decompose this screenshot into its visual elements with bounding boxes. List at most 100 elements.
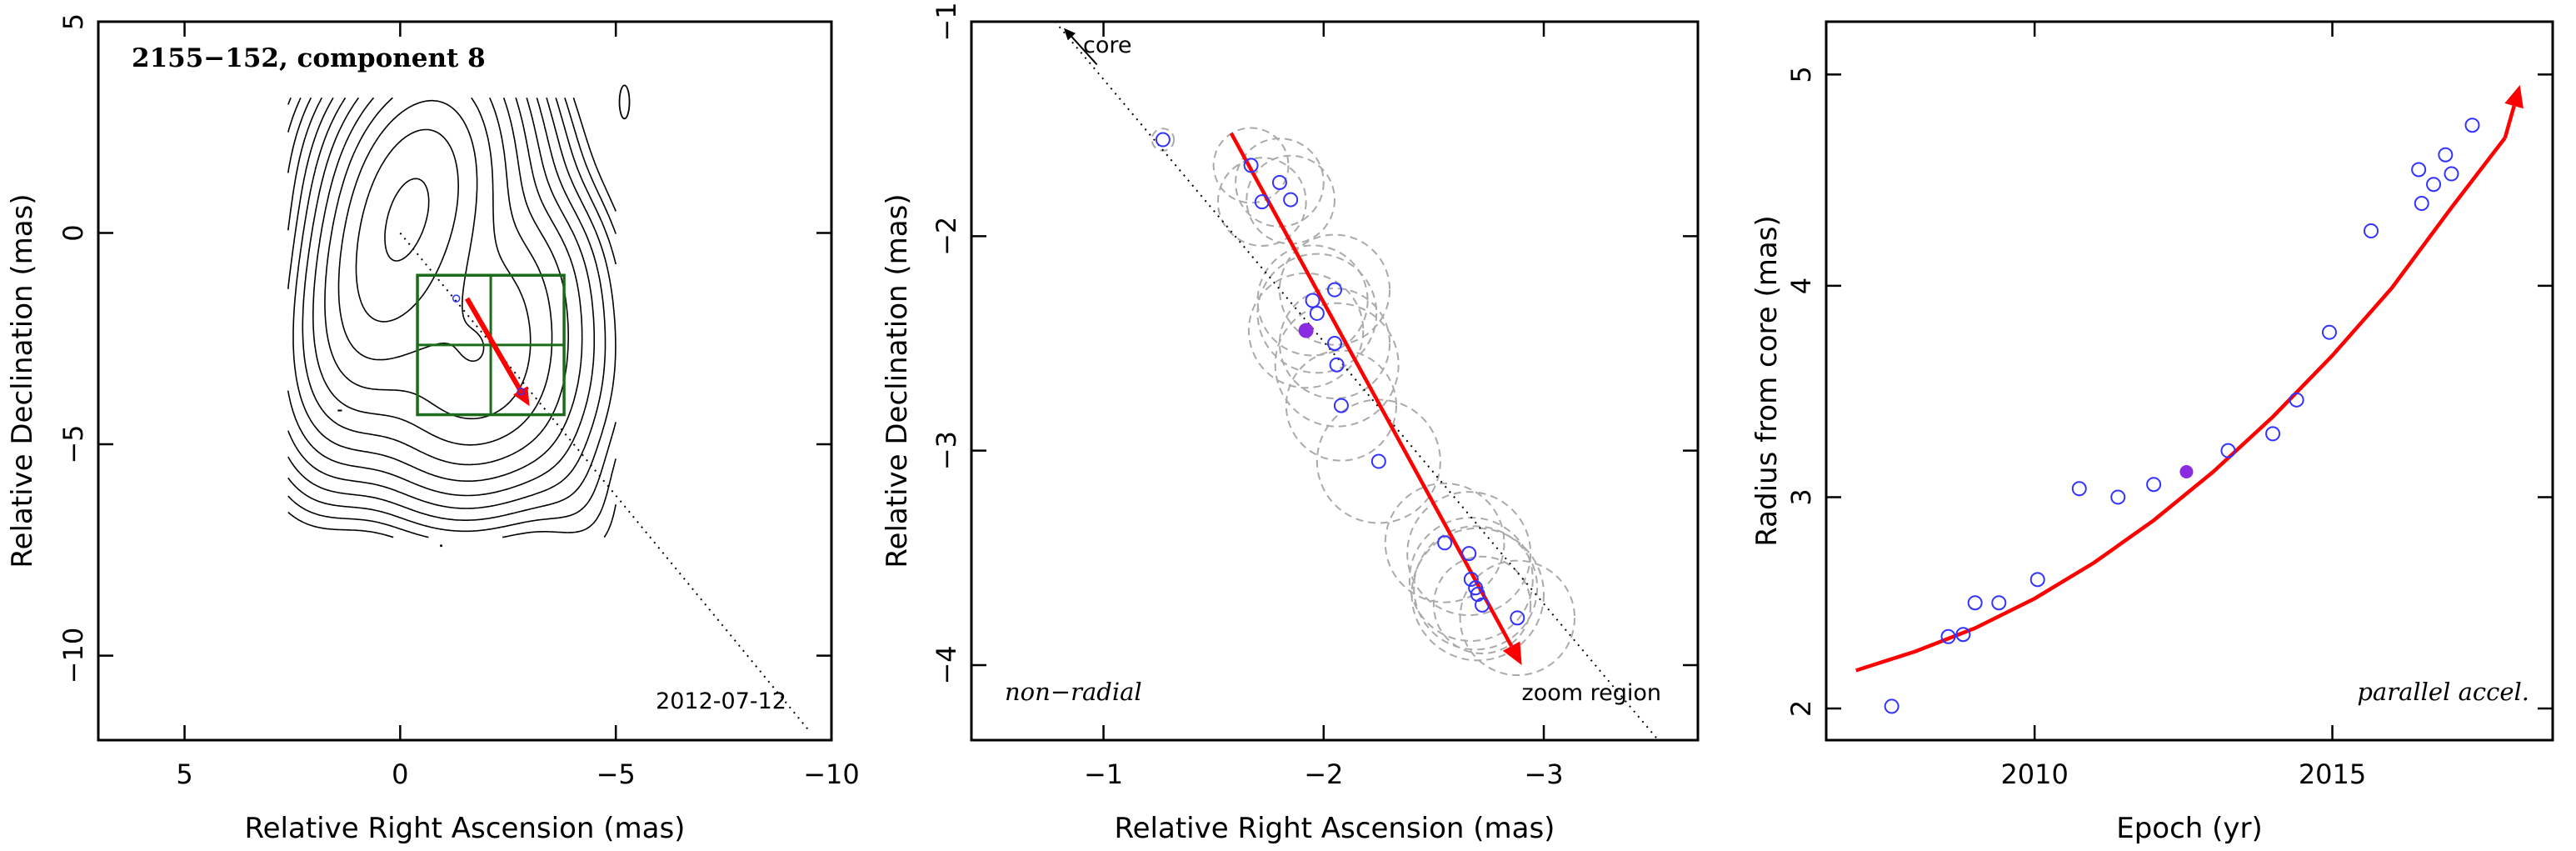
data-point [1884, 698, 1900, 714]
fit-arrow-head [2504, 85, 2524, 109]
fit-curve [1855, 137, 2507, 673]
y-axis-label-3: Radius from core (mas) [1750, 215, 1784, 546]
panel3-overlays [1855, 85, 2524, 714]
error-circle [1151, 128, 1176, 152]
y-tick-label-1: −10 [57, 628, 89, 684]
contour-level [287, 97, 595, 497]
motion-arrow-head [513, 386, 530, 407]
motion-arrow-shaft [464, 297, 523, 392]
y-tick-label-2: −4 [931, 645, 962, 684]
data-point [1461, 546, 1477, 562]
data-point [1967, 595, 1983, 611]
data-point [2321, 324, 2337, 340]
contour-level [287, 98, 617, 538]
x-tick-label-3: 2010 [2000, 758, 2068, 790]
contour-level [287, 97, 617, 521]
x-axis-label-1: Relative Right Ascension (mas) [245, 812, 686, 845]
contour-level [287, 97, 617, 533]
data-point [1463, 572, 1479, 588]
core-direction-line [1054, 22, 1660, 740]
error-circle [1406, 491, 1532, 617]
panel-contour-map: 5 0 −5 −10 5 0 −5 −10 2155−152, component 8 201… [6, 13, 860, 845]
contour-level [324, 97, 532, 420]
panel2-overlays [1054, 22, 1660, 740]
component-marker [452, 294, 461, 303]
data-point [1305, 293, 1320, 308]
panel-zoom-scatter: −1 −2 −3 −1 −2 −3 −4 core zoom region non−radi… [881, 2, 1700, 845]
y-tick-label-3: 2 [1785, 700, 1817, 717]
fit-arrow-shaft [2503, 105, 2516, 139]
acceleration-label: parallel accel. [2357, 678, 2529, 706]
error-circle [1278, 233, 1391, 346]
y-tick-label-1: 0 [57, 224, 89, 241]
data-point [2146, 477, 2162, 493]
error-circle [1285, 349, 1397, 462]
data-point [1468, 580, 1484, 596]
y-tick-label-3: 5 [1785, 66, 1817, 83]
error-circles [1151, 127, 1576, 677]
data-point [1955, 627, 1971, 643]
ticks-2: −1 −2 −3 −1 −2 −3 −4 [931, 2, 1698, 790]
x-tick-label-1: −10 [803, 758, 860, 790]
core-label: core [1083, 33, 1131, 58]
data-point [2265, 426, 2281, 442]
y-tick-label-2: −1 [931, 2, 962, 41]
plot-frame-2 [970, 20, 1700, 742]
error-circle [1256, 253, 1378, 374]
map-title: 2155−152, component 8 [132, 43, 486, 73]
contour-level [292, 97, 583, 482]
contour-island [618, 84, 631, 120]
contour-level [384, 178, 430, 262]
map-date: 2012-07-12 [656, 688, 786, 714]
contour-level [355, 128, 459, 323]
contour-level [312, 97, 553, 446]
contour-level [287, 97, 607, 509]
contour-map [287, 84, 631, 548]
x-axis-label-2: Relative Right Ascension (mas) [1115, 812, 1555, 845]
data-point [1155, 132, 1171, 148]
data-point [1991, 595, 2007, 611]
data-point [1327, 335, 1342, 351]
error-circle [1235, 138, 1325, 228]
y-tick-label-2: −2 [931, 217, 962, 256]
data-point [2411, 162, 2427, 178]
error-circle [1278, 287, 1391, 400]
ticks-3: 2010 2015 2 3 4 5 [1785, 22, 2553, 790]
error-circle [1413, 525, 1539, 651]
data-point [1510, 610, 1525, 626]
motion-arrow-head [1502, 641, 1522, 665]
contour-level [287, 98, 617, 538]
x-tick-label-1: −5 [597, 758, 636, 790]
y-axis-label-1: Relative Declination (mas) [6, 193, 39, 568]
error-circle [1256, 244, 1369, 357]
data-point [2438, 147, 2454, 163]
x-tick-label-3: 2015 [2299, 758, 2366, 790]
x-tick-label-2: −3 [1524, 758, 1563, 790]
data-point [1309, 305, 1325, 321]
data-point [2071, 481, 2087, 497]
error-circle [1384, 482, 1505, 603]
plot-frame-1 [97, 20, 833, 742]
ticks-1: 5 0 −5 −10 5 0 −5 −10 [57, 13, 860, 790]
error-circle [1459, 559, 1576, 677]
y-axis-label-2: Relative Declination (mas) [881, 193, 914, 568]
zoom-region-label: zoom region [1522, 680, 1661, 706]
error-circle [1432, 555, 1532, 655]
highlight-point [1298, 323, 1314, 338]
contour-level [337, 99, 485, 363]
y-tick-label-3: 4 [1785, 278, 1817, 294]
data-point [1283, 192, 1299, 208]
data-point [2464, 118, 2480, 133]
data-point [2289, 392, 2304, 408]
data-point [2426, 177, 2442, 193]
core-arrow-shaft [1071, 36, 1098, 66]
error-circle [1408, 517, 1534, 643]
x-axis-label-3: Epoch (yr) [2116, 812, 2263, 845]
x-tick-label-1: 5 [176, 758, 192, 790]
data-point [2444, 166, 2459, 182]
data-point [2364, 223, 2379, 238]
data-point [1329, 357, 1345, 373]
data-point [1243, 158, 1259, 173]
y-tick-label-3: 3 [1785, 488, 1817, 505]
